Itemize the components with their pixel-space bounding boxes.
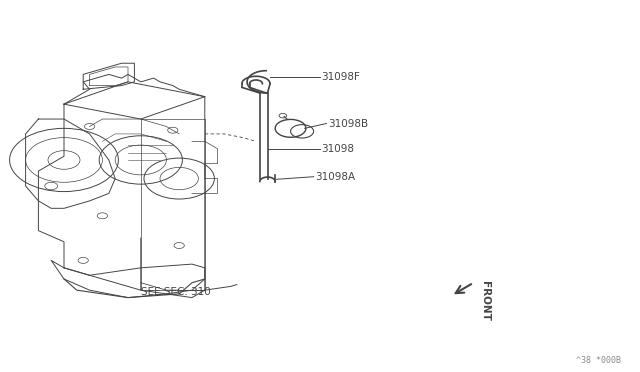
Text: SEE SEC. 310: SEE SEC. 310 xyxy=(141,287,211,297)
Text: 31098F: 31098F xyxy=(321,72,360,82)
Text: ^38 *000B: ^38 *000B xyxy=(576,356,621,365)
Text: FRONT: FRONT xyxy=(480,281,490,321)
Text: 31098: 31098 xyxy=(321,144,355,154)
Text: 31098A: 31098A xyxy=(315,172,355,182)
Text: 31098B: 31098B xyxy=(328,119,368,128)
